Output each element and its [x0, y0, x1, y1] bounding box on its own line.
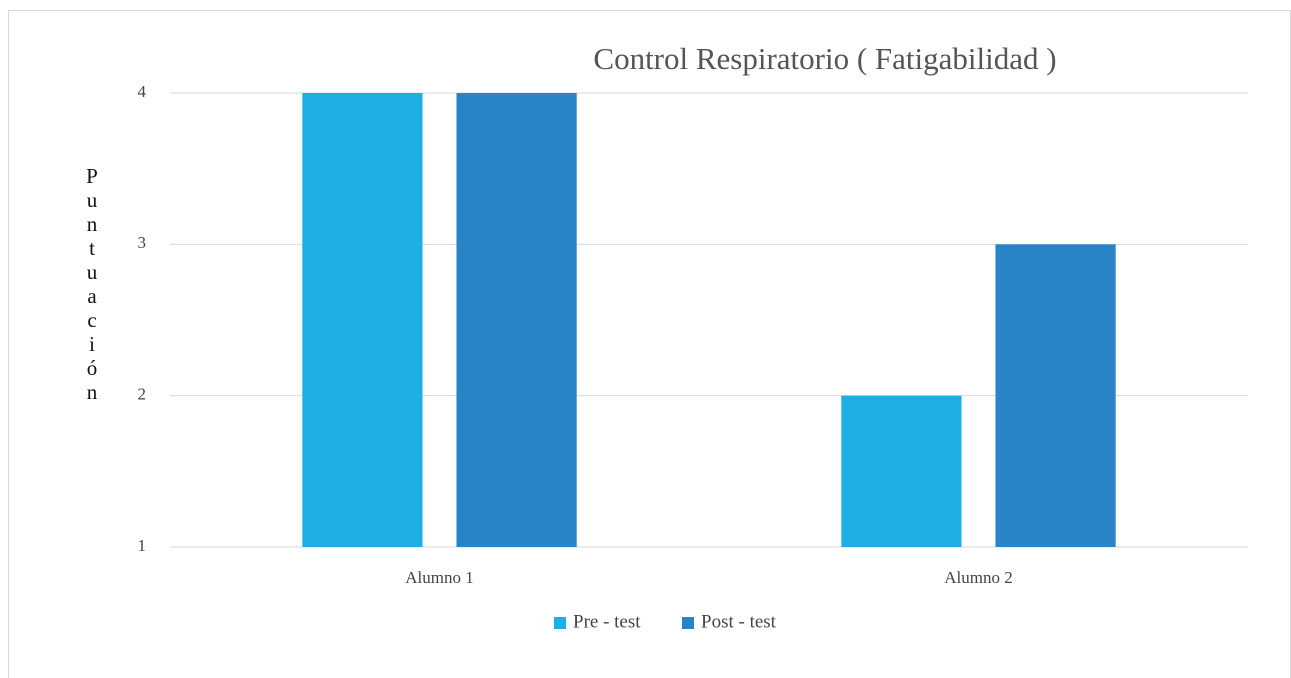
x-tick-label: Alumno 2 — [944, 568, 1012, 587]
y-tick-label: 3 — [138, 233, 147, 252]
y-tick-label: 4 — [138, 82, 147, 101]
y-tick-label: 2 — [138, 385, 147, 404]
bar — [456, 93, 577, 547]
x-tick-label: Alumno 1 — [405, 568, 473, 587]
legend-swatch — [554, 617, 566, 629]
bar — [841, 395, 962, 547]
chart-title: Control Respiratorio ( Fatigabilidad ) — [593, 41, 1056, 76]
bar — [302, 93, 423, 547]
bar — [995, 244, 1116, 548]
legend-swatch — [682, 617, 694, 629]
y-tick-label: 1 — [138, 536, 147, 555]
y-axis-label: Puntuación — [80, 164, 104, 404]
legend-label: Post - test — [701, 611, 777, 632]
legend-label: Pre - test — [573, 611, 641, 632]
